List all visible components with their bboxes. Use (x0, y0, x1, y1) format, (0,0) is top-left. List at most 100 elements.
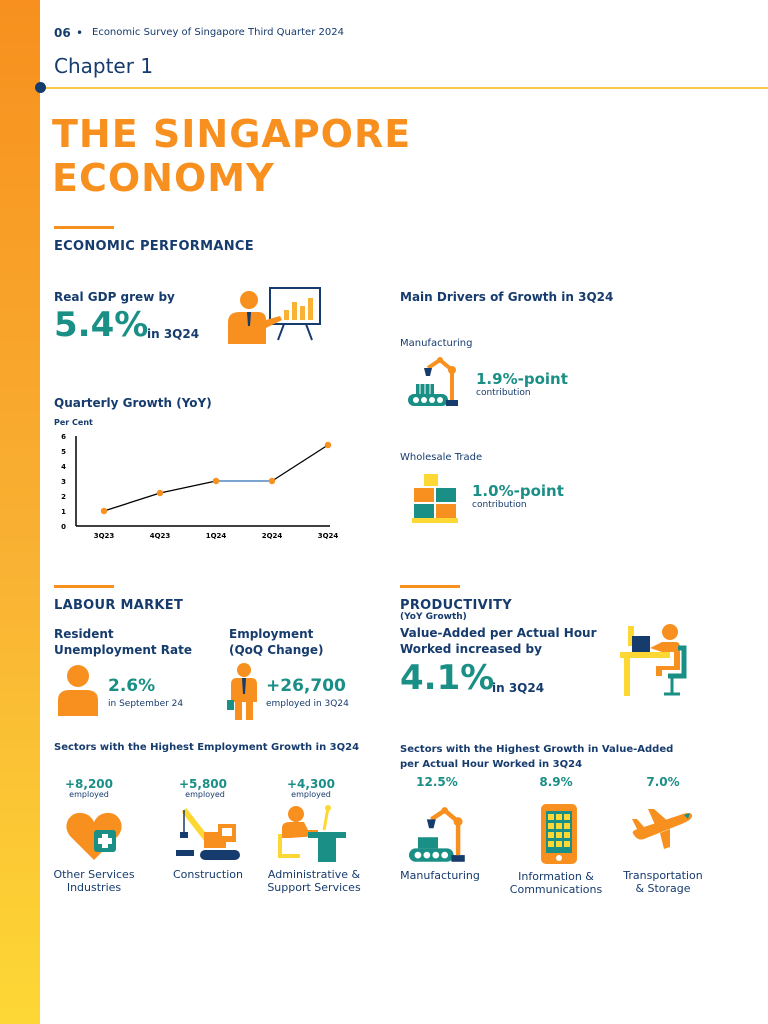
gdp-label: Real GDP grew by (54, 290, 175, 304)
sector-name-line-1: Construction (172, 868, 244, 881)
section-accent-bar (54, 226, 114, 229)
productivity-subheading: (YoY Growth) (400, 612, 467, 622)
page-title-line-1: THE SINGAPORE (52, 112, 412, 156)
sector-name-line-2: Communications (509, 883, 603, 896)
sector-name-line-1: Manufacturing (400, 869, 480, 882)
unemployment-value: 2.6% (108, 676, 156, 696)
chart-y-tick-label: 6 (61, 433, 66, 441)
manufacturing-robot-arm-icon (408, 357, 458, 406)
sector-name-line-1: Information & (518, 870, 594, 883)
productivity-value: 4.1% (400, 658, 495, 698)
employment-label: Employment (QoQ Change) (229, 626, 324, 658)
header-divider-dot (35, 82, 46, 93)
left-gradient-bar (0, 0, 40, 1024)
chart-y-label: Per Cent (54, 418, 93, 427)
chart-line-segment (103, 492, 161, 512)
driver-value-manufacturing: 1.9%-point (476, 370, 568, 388)
unemployment-sub: in September 24 (108, 699, 184, 709)
sector-sub-construction: employed (185, 790, 225, 799)
sector-name-construction: Construction (153, 868, 263, 881)
sector-name-line-1: Administrative & (267, 868, 361, 881)
heart-health-icon (66, 812, 122, 860)
driver-name-manufacturing: Manufacturing (400, 338, 473, 349)
chart-data-point (324, 441, 332, 449)
airplane-icon (632, 809, 693, 849)
sector-value-other-services: +8,200 (64, 777, 113, 791)
presentation-icon (228, 287, 321, 344)
sector-name-line-1: Transportation (623, 869, 703, 882)
chart-y-tick-label: 5 (61, 448, 66, 456)
sector-name-line-1: Other Services (53, 868, 135, 881)
chart-y-tick-label: 3 (61, 478, 66, 486)
employee-icon (227, 663, 257, 720)
employment-sub: employed in 3Q24 (266, 699, 349, 709)
section-accent-bar (400, 585, 460, 588)
chart-title: Quarterly Growth (YoY) (54, 396, 212, 410)
unemployment-label: Resident Unemployment Rate (54, 626, 192, 658)
page-title-line-2: ECONOMY (52, 156, 275, 200)
chapter-label: Chapter 1 (54, 54, 154, 78)
chart-x-tick-label: 4Q23 (150, 532, 171, 540)
productivity-sectors-title-line-1: Sectors with the Highest Growth in Value… (400, 744, 674, 755)
prod-sector-name-infocomm: Information & Communications (501, 870, 611, 896)
sector-name-line-2: Support Services (267, 881, 361, 894)
chart-x-tick-label: 3Q23 (94, 532, 115, 540)
productivity-period: in 3Q24 (492, 681, 545, 695)
employment-label-line-2: (QoQ Change) (229, 643, 324, 657)
prod-sector-value-transport: 7.0% (646, 775, 680, 789)
header-separator: • (76, 26, 84, 40)
economic-performance-heading: ECONOMIC PERFORMANCE (54, 239, 254, 254)
quarterly-growth-chart: 0 1 2 3 4 5 6 3Q23 4Q23 1Q24 2Q24 3Q24 (61, 433, 339, 540)
unemployment-label-line-2: Unemployment Rate (54, 643, 193, 657)
prod-sector-name-transport: Transportation & Storage (608, 869, 718, 895)
productivity-sectors-title: Sectors with the Highest Growth in Value… (400, 742, 673, 772)
productivity-label-line-2: Worked increased by (400, 642, 542, 656)
header-divider (40, 87, 768, 89)
sector-name-admin: Administrative & Support Services (259, 868, 369, 894)
chart-y-tick-label: 4 (61, 463, 66, 471)
productivity-label-line-1: Value-Added per Actual Hour (400, 626, 597, 640)
employment-label-line-1: Employment (229, 627, 314, 641)
worker-at-computer-icon (620, 624, 687, 696)
driver-sub-wholesale: contribution (472, 500, 527, 510)
sector-value-admin: +4,300 (286, 777, 335, 791)
employment-value: +26,700 (266, 676, 346, 696)
drivers-title: Main Drivers of Growth in 3Q24 (400, 290, 614, 304)
chart-line-segment (271, 444, 329, 482)
page-number: 06 (54, 26, 71, 40)
gdp-period: in 3Q24 (147, 327, 200, 341)
prod-sector-value-infocomm: 8.9% (539, 775, 573, 789)
driver-value-wholesale: 1.0%-point (472, 482, 564, 500)
productivity-heading: PRODUCTIVITY (400, 598, 512, 613)
driver-sub-manufacturing: contribution (476, 388, 531, 398)
chart-line-segment (159, 480, 217, 494)
chart-data-point (212, 477, 220, 485)
chart-data-point (100, 507, 108, 515)
sector-value-construction: +5,800 (178, 777, 227, 791)
sector-name-line-2: Industries (66, 881, 122, 894)
prod-sector-value-manufacturing: 12.5% (416, 775, 458, 789)
sector-name-line-2: & Storage (635, 882, 691, 895)
sector-sub-other-services: employed (69, 790, 109, 799)
chart-x-tick-label: 1Q24 (206, 532, 227, 540)
chart-data-point (156, 489, 164, 497)
productivity-label: Value-Added per Actual Hour Worked incre… (400, 625, 597, 657)
gdp-value: 5.4% (54, 305, 149, 345)
chart-y-tick-label: 0 (61, 523, 66, 531)
chart-data-point (268, 477, 276, 485)
wholesale-boxes-icon (412, 474, 458, 523)
labour-market-heading: LABOUR MARKET (54, 598, 184, 613)
tablet-device-icon (541, 804, 577, 864)
sector-sub-admin: employed (291, 790, 331, 799)
page-title: THE SINGAPORE ECONOMY (52, 112, 411, 200)
unemployment-label-line-1: Resident (54, 627, 114, 641)
prod-sector-name-manufacturing: Manufacturing (385, 869, 495, 882)
person-icon (58, 665, 98, 716)
productivity-sectors-title-line-2: per Actual Hour Worked in 3Q24 (400, 759, 583, 770)
manufacturing-robot-arm-icon (409, 807, 465, 862)
chart-x-tick-label: 3Q24 (318, 532, 339, 540)
chart-y-tick-label: 1 (61, 508, 66, 516)
office-worker-desk-icon (278, 805, 346, 862)
employment-sectors-title: Sectors with the Highest Employment Grow… (54, 742, 360, 753)
chart-y-tick-label: 2 (61, 493, 66, 501)
